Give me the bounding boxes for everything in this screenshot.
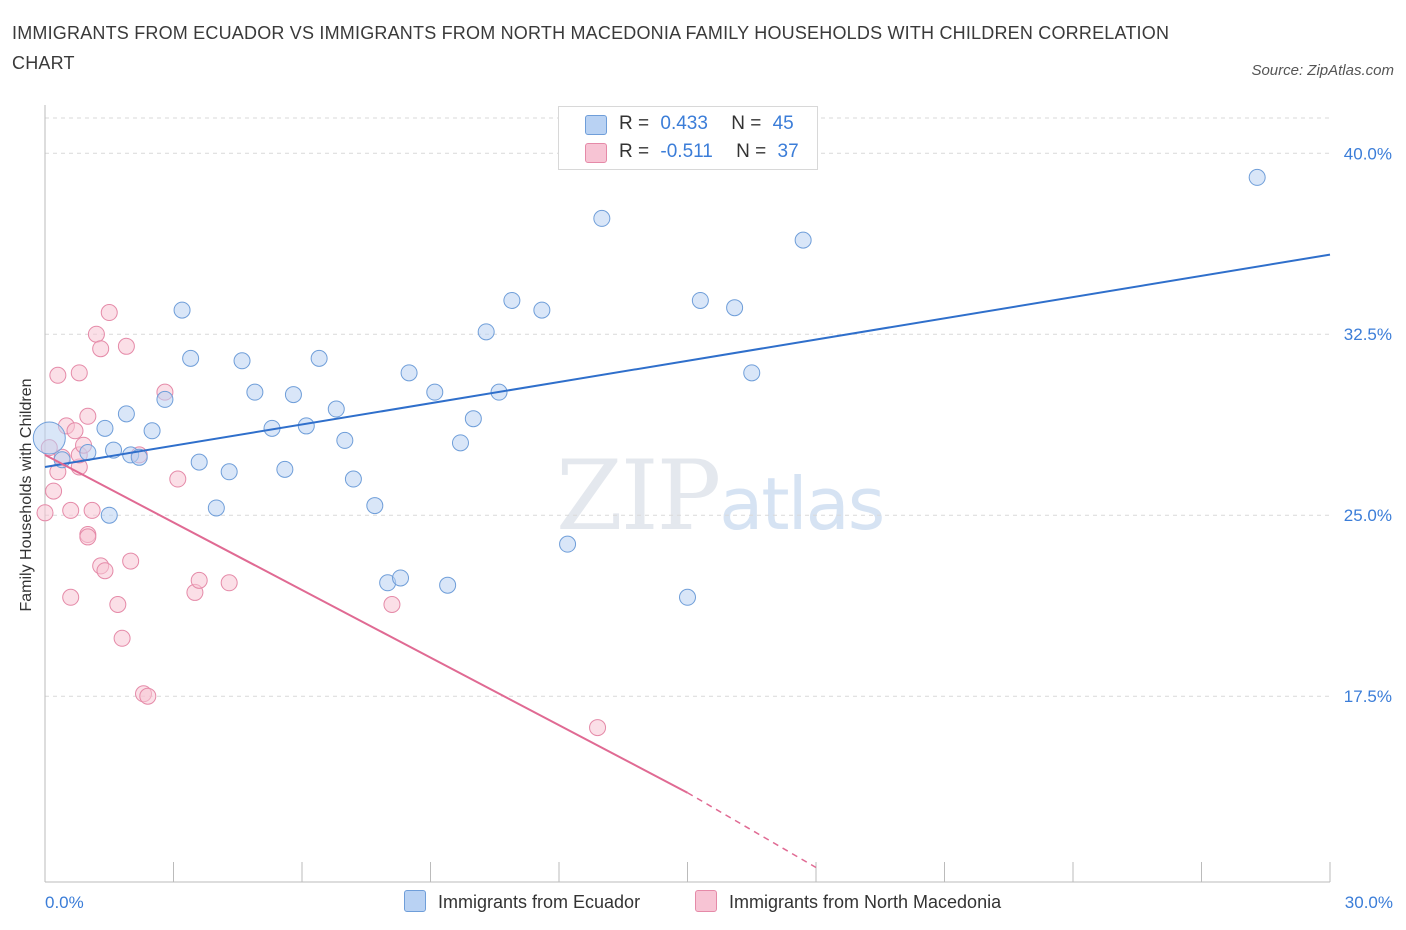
ecuador-point	[726, 299, 744, 317]
ecuador-point	[439, 576, 457, 594]
north-macedonia-point	[36, 504, 54, 522]
north-macedonia-point	[113, 629, 131, 647]
ecuador-point	[130, 448, 148, 466]
north-macedonia-point	[220, 574, 238, 592]
ecuador-point	[400, 364, 418, 382]
ecuador-point	[464, 410, 482, 428]
ecuador-point	[327, 400, 345, 418]
r-value-north-macedonia: -0.511	[660, 141, 713, 162]
ecuador-point	[310, 349, 328, 367]
ecuador-point	[691, 291, 709, 309]
north-macedonia-point	[383, 596, 401, 613]
north-macedonia-point	[117, 337, 135, 355]
ecuador-point	[32, 421, 66, 455]
north-macedonia-point	[66, 422, 84, 440]
ecuador-point	[190, 453, 208, 471]
north-macedonia-trend-line	[44, 454, 688, 794]
ecuador-point	[344, 470, 362, 488]
north-macedonia-trend-extension	[687, 792, 817, 869]
north-macedonia-point	[122, 552, 140, 570]
ecuador-point	[284, 386, 302, 404]
legend-label-ecuador: Immigrants from Ecuador	[438, 892, 641, 912]
north-macedonia-point	[589, 719, 607, 737]
north-macedonia-point	[169, 470, 187, 488]
legend-item-ecuador: Immigrants from Ecuador	[404, 890, 640, 913]
y-tick-label: 25.0%	[1344, 506, 1392, 525]
north-macedonia-point	[79, 528, 97, 546]
ecuador-point	[426, 383, 444, 401]
ecuador-point	[276, 460, 294, 478]
ecuador-point	[533, 301, 551, 319]
ecuador-point	[156, 390, 174, 408]
y-tick-label: 40.0%	[1344, 144, 1392, 163]
zipatlas-watermark: ZIPatlas	[556, 440, 885, 552]
r-label: R =	[619, 113, 650, 134]
y-tick-label: 17.5%	[1344, 687, 1392, 706]
north-macedonia-point	[87, 325, 105, 343]
ecuador-point	[392, 569, 410, 587]
source-label: Source: ZipAtlas.com	[1251, 62, 1394, 79]
ecuador-point	[559, 535, 577, 553]
r-label: R =	[619, 141, 650, 162]
ecuador-trend-line	[44, 253, 1331, 468]
ecuador-point	[503, 291, 521, 309]
ecuador-point	[336, 431, 354, 449]
north-macedonia-point	[45, 482, 63, 500]
watermark-zip: ZIP	[556, 440, 721, 552]
watermark-atlas: atlas	[719, 462, 885, 546]
ecuador-point	[143, 422, 161, 440]
ecuador-point	[794, 231, 812, 249]
north-macedonia-point	[96, 562, 114, 580]
ecuador-point	[220, 463, 238, 481]
ecuador-point	[593, 209, 611, 227]
x-tick-label-max: 30.0%	[1345, 893, 1393, 912]
stats-legend: R = 0.433 N = 45 R = -0.511 N = 37	[558, 106, 818, 170]
legend-item-north-macedonia: Immigrants from North Macedonia	[695, 890, 1001, 913]
r-value-ecuador: 0.433	[660, 113, 708, 134]
ecuador-point	[173, 301, 191, 319]
north-macedonia-point	[109, 596, 127, 613]
ecuador-point	[100, 506, 118, 524]
ecuador-swatch	[585, 115, 607, 135]
ecuador-point	[477, 323, 495, 341]
north-macedonia-swatch	[585, 143, 607, 163]
ecuador-point	[366, 497, 384, 515]
ecuador-point	[182, 349, 200, 367]
ecuador-point	[246, 383, 264, 401]
ecuador-point	[679, 588, 696, 606]
north-macedonia-point	[100, 304, 118, 322]
north-macedonia-point	[139, 687, 157, 705]
north-macedonia-point	[79, 407, 97, 425]
ecuador-point	[233, 352, 251, 370]
x-tick-label-min: 0.0%	[45, 893, 84, 912]
north-macedonia-point	[62, 588, 80, 606]
north-macedonia-point	[83, 501, 101, 519]
legend-label-north-macedonia: Immigrants from North Macedonia	[729, 892, 1002, 912]
chart-title: IMMIGRANTS FROM ECUADOR VS IMMIGRANTS FR…	[12, 23, 1170, 73]
n-value-north-macedonia: 37	[777, 141, 799, 162]
n-value-ecuador: 45	[772, 113, 794, 134]
y-tick-label: 32.5%	[1344, 325, 1392, 344]
north-macedonia-point	[49, 366, 67, 384]
north-macedonia-legend-swatch	[695, 890, 717, 912]
north-macedonia-point	[62, 501, 80, 519]
ecuador-legend-swatch	[404, 890, 426, 912]
north-macedonia-point	[92, 340, 110, 358]
n-label: N =	[736, 141, 767, 162]
north-macedonia-point	[70, 364, 88, 382]
ecuador-point	[743, 364, 761, 382]
n-label: N =	[731, 113, 762, 134]
ecuador-point	[297, 417, 315, 435]
ecuador-point	[1248, 168, 1266, 186]
ecuador-point	[96, 419, 114, 437]
north-macedonia-point	[190, 571, 208, 589]
ecuador-point	[207, 499, 225, 517]
ecuador-point	[117, 405, 135, 423]
ecuador-point	[451, 434, 469, 452]
